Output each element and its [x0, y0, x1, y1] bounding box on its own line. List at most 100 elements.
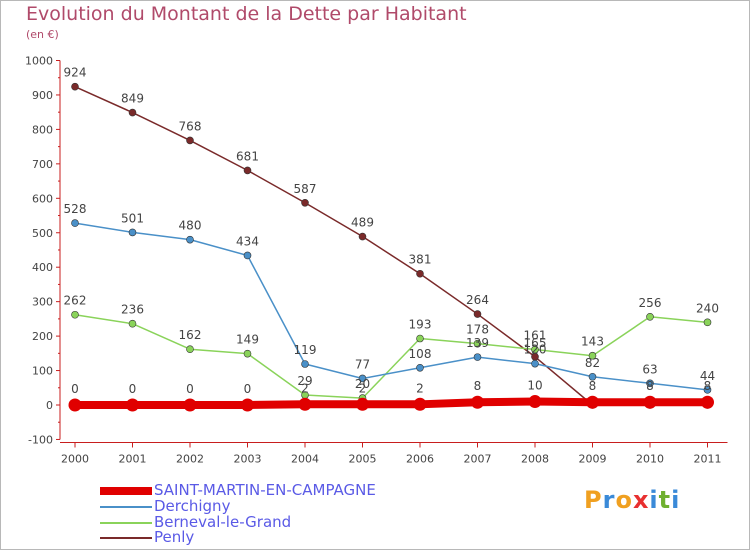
y-tick-label: 700	[32, 158, 53, 171]
x-tick-label: 2007	[464, 452, 492, 465]
data-label-3: 924	[64, 66, 87, 80]
logo-letter: i	[671, 486, 681, 514]
data-label-1: 63	[642, 362, 657, 376]
logo-letter: i	[649, 486, 659, 514]
data-point-2	[186, 345, 194, 353]
y-tick-label: 900	[32, 89, 53, 102]
data-point-3	[301, 198, 309, 207]
data-label-0: 10	[527, 379, 542, 393]
data-point-2	[588, 351, 597, 360]
data-label-0: 8	[589, 379, 597, 393]
y-tick-label: 400	[32, 261, 53, 274]
data-label-2: 262	[64, 294, 87, 308]
y-tick-label: 100	[32, 365, 53, 378]
data-point-1	[703, 386, 712, 394]
x-tick-label: 2001	[119, 452, 147, 465]
logo-letter: P	[584, 486, 603, 514]
y-tick-label: -100	[28, 433, 53, 446]
x-tick-label: 2000	[61, 452, 89, 465]
data-label-2: 143	[581, 335, 604, 349]
data-label-1: 44	[700, 369, 715, 383]
data-point-3	[128, 108, 137, 117]
data-point-1	[243, 251, 252, 260]
data-label-3: 587	[294, 182, 317, 196]
data-point-1	[473, 353, 482, 361]
data-label-0: 8	[646, 379, 654, 393]
data-point-3	[473, 310, 482, 318]
legend-label: Derchigny	[154, 497, 231, 515]
data-point-0	[183, 398, 197, 412]
legend-label: Berneval-le-Grand	[154, 513, 292, 531]
data-point-0	[528, 395, 542, 409]
data-point-1	[71, 219, 79, 227]
data-point-3	[71, 82, 79, 91]
data-point-1	[358, 374, 367, 383]
data-point-0	[701, 395, 714, 409]
chart-unit-label: (en €)	[26, 28, 59, 41]
data-label-0: 0	[244, 382, 252, 396]
y-tick-label: 300	[32, 296, 53, 309]
y-tick-label: 500	[32, 227, 53, 240]
data-label-0: 8	[704, 379, 712, 393]
data-label-1: 528	[64, 202, 87, 216]
data-label-3: 489	[351, 216, 374, 230]
data-label-2: 256	[639, 296, 662, 310]
data-point-3	[416, 269, 424, 278]
data-label-2: 149	[236, 333, 259, 347]
data-label-2: 236	[121, 303, 144, 317]
data-label-1: 139	[466, 336, 489, 350]
x-tick-label: 2008	[521, 452, 549, 465]
chart-title: Evolution du Montant de la Dette par Hab…	[26, 3, 467, 25]
data-label-2: 162	[179, 328, 202, 342]
data-point-1	[416, 363, 424, 372]
x-tick-label: 2011	[694, 452, 722, 465]
legend-label: Penly	[154, 528, 195, 546]
logo-letter: x	[632, 486, 650, 514]
data-label-2: 178	[466, 323, 489, 337]
data-label-1: 480	[179, 219, 202, 233]
y-tick-label: 1000	[25, 55, 53, 68]
data-label-0: 2	[359, 381, 367, 395]
data-label-1: 108	[409, 347, 432, 361]
data-label-3: 381	[409, 253, 432, 267]
data-point-2	[703, 318, 712, 327]
y-tick-label: 0	[46, 399, 53, 412]
logo-letter: o	[615, 486, 633, 514]
data-point-1	[301, 360, 309, 368]
x-tick-label: 2002	[176, 452, 204, 465]
data-point-0	[413, 397, 427, 411]
x-tick-label: 2009	[579, 452, 607, 465]
series-line-3	[74, 85, 709, 406]
data-point-0	[586, 395, 599, 409]
data-point-3	[243, 166, 252, 175]
y-tick-label: 200	[32, 330, 53, 343]
data-label-3: 264	[466, 293, 489, 307]
series-line-2	[74, 313, 709, 399]
data-label-2: 161	[524, 329, 547, 343]
series-line-0	[71, 397, 712, 409]
data-point-2	[243, 349, 252, 358]
x-tick-label: 2003	[234, 452, 262, 465]
data-point-1	[186, 235, 194, 244]
data-point-1	[588, 372, 597, 381]
data-label-1: 119	[294, 343, 317, 357]
data-point-2	[128, 319, 137, 328]
logo-letter: r	[602, 486, 616, 514]
data-label-3: 849	[121, 92, 144, 106]
logo-letter: t	[658, 486, 672, 514]
data-point-2	[531, 345, 539, 354]
data-label-1: 82	[585, 356, 600, 370]
data-label-2: 193	[409, 318, 432, 332]
data-point-0	[68, 398, 82, 412]
x-tick-label: 2010	[636, 452, 664, 465]
legend-swatch	[100, 522, 152, 524]
legend-swatch	[100, 506, 152, 508]
x-tick-label: 2005	[349, 452, 377, 465]
data-point-3	[358, 232, 367, 241]
data-point-0	[126, 398, 139, 412]
data-label-0: 2	[416, 381, 424, 395]
data-label-3: 768	[179, 119, 202, 133]
data-label-1: 77	[355, 357, 370, 371]
legend-label: SAINT-MARTIN-EN-CAMPAGNE	[154, 481, 376, 499]
